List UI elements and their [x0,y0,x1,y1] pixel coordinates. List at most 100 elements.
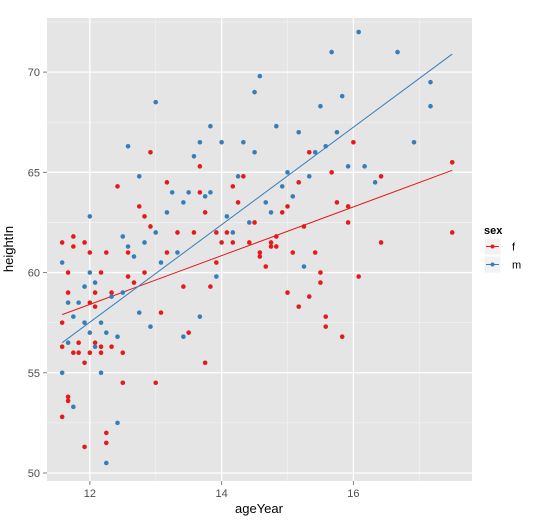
data-point-f [59,320,65,325]
data-point-m [296,129,302,135]
data-point-f [274,234,279,239]
data-point-m [65,340,71,346]
data-point-m [356,29,361,35]
data-point-m [395,49,400,55]
data-point-f [197,164,203,169]
y-tick-label: 70 [28,67,40,79]
data-point-f [230,184,236,189]
data-point-m [153,230,159,235]
data-point-f [104,250,109,255]
data-point-m [306,174,312,179]
data-point-m [428,103,433,109]
data-point-f [92,304,98,309]
data-point-m [87,330,93,335]
data-point-f [318,280,323,285]
data-point-m [191,153,197,159]
data-point-f [339,334,345,339]
data-point-f [59,414,65,420]
fit-lines [61,53,453,344]
data-point-m [65,300,71,305]
data-point-m [181,334,186,339]
data-point-f [164,250,170,255]
data-point-m [71,404,76,410]
legend-point-f [490,244,495,249]
data-point-f [104,430,109,436]
data-point-m [208,190,213,195]
data-point-f [274,244,279,249]
data-point-f [82,240,87,245]
data-point-m [98,370,104,376]
data-point-m [153,99,159,105]
data-point-f [59,344,65,350]
data-point-f [329,170,334,175]
data-point-f [252,220,257,225]
data-point-f [158,310,164,315]
data-point-f [219,240,224,245]
data-point-f [65,398,71,404]
data-point-m [92,280,98,285]
data-point-m [290,194,296,199]
data-point-f [323,324,329,329]
data-point-f [208,284,213,289]
data-point-m [268,210,274,215]
data-point-f [449,230,455,235]
data-point-m [241,139,246,145]
plot-panel [47,18,472,481]
data-point-f [202,360,208,366]
data-point-m [362,164,367,169]
data-point-m [235,174,241,179]
data-point-m [334,129,340,135]
x-tick-label: 16 [347,488,359,500]
data-point-m [82,284,87,289]
data-point-f [285,204,290,209]
data-point-m [104,460,109,466]
data-point-f [224,230,230,235]
data-point-m [98,320,104,325]
y-tick-label: 55 [28,368,40,380]
data-point-m [197,139,203,145]
data-point-f [257,250,263,255]
data-point-f [241,174,246,179]
x-tick-label: 14 [215,488,227,500]
data-point-m [339,93,345,99]
data-point-f [378,174,384,179]
data-point-f [186,330,191,335]
data-point-m [246,220,252,225]
data-point-m [125,244,131,249]
fit-line-f [61,169,453,316]
legend-label-f: f [512,242,516,254]
data-point-f [351,139,356,145]
data-point-f [59,240,65,245]
data-point-m [164,210,170,215]
legend-point-m [490,262,495,267]
data-point-f [131,280,137,285]
data-point-f [290,250,296,255]
data-point-m [252,149,257,155]
data-point-f [98,270,104,275]
data-point-m [230,230,236,235]
data-point-m [136,310,142,315]
data-point-f [98,350,104,356]
major-grid [47,18,472,481]
data-point-m [263,200,269,205]
data-point-f [87,350,93,356]
x-tick-label: 12 [84,488,96,500]
data-point-m [76,300,81,305]
data-point-m [411,139,417,145]
data-point-m [197,314,203,319]
data-point-f [334,200,340,205]
data-point-f [230,240,236,245]
data-point-m [274,123,279,129]
data-point-m [131,254,137,259]
data-point-m [208,123,213,129]
data-point-f [82,360,87,366]
data-point-f [323,314,329,319]
data-point-f [65,394,71,400]
y-tick-label: 60 [28,268,40,280]
data-point-m [186,190,191,195]
data-point-m [136,174,142,179]
data-point-f [449,160,455,165]
data-point-m [318,103,323,109]
data-point-m [142,240,147,245]
